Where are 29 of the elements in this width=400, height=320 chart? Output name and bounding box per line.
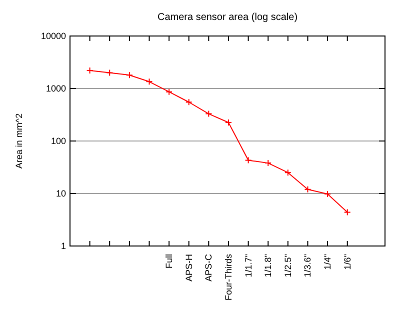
point xyxy=(284,169,292,176)
point xyxy=(185,98,192,106)
y-tick-label: 10000 xyxy=(40,31,66,41)
point xyxy=(205,110,212,118)
x-tick-label: APS-H xyxy=(184,254,194,282)
x-tick-label: 1/2.5" xyxy=(282,254,293,278)
point xyxy=(166,88,173,96)
x-tick-label: 1/1.8" xyxy=(263,254,274,278)
x-tick-label: Four-Thirds xyxy=(223,254,234,301)
point xyxy=(324,190,332,198)
y-axis-title: Area in mm^2 xyxy=(14,113,24,169)
x-tick-label: 1/4" xyxy=(322,254,333,270)
x-tick-label: 1/1.7" xyxy=(243,254,254,278)
point xyxy=(146,78,153,86)
x-tick-label: Full xyxy=(164,254,174,269)
point xyxy=(304,186,312,193)
point xyxy=(244,156,252,164)
y-tick-label: 100 xyxy=(50,136,66,146)
point xyxy=(264,160,272,167)
point xyxy=(224,119,232,126)
y-tick-label: 1 xyxy=(60,241,66,251)
y-tick-label: 10 xyxy=(56,188,66,198)
point xyxy=(126,72,133,79)
x-tick-label: 1/6" xyxy=(342,254,352,270)
x-tick-label: APS-C xyxy=(204,254,214,282)
chart-title: Camera sensor area (log scale) xyxy=(157,12,298,23)
x-tick-label: 1/3.6" xyxy=(302,254,313,278)
y-tick-label: 1000 xyxy=(46,84,66,94)
point xyxy=(106,69,114,76)
